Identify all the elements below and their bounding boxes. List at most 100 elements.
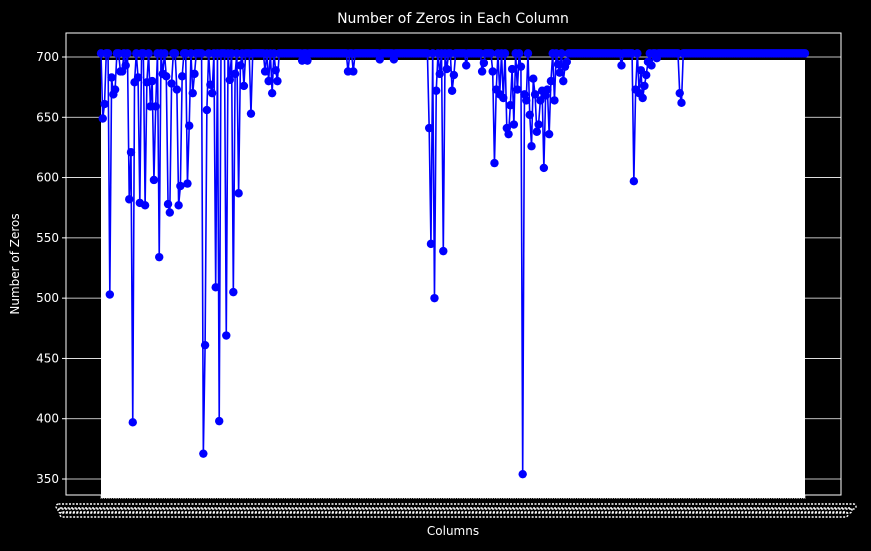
- data-point: [165, 208, 175, 217]
- data-point: [513, 85, 522, 94]
- data-point: [553, 60, 563, 69]
- data-point: [432, 86, 441, 95]
- data-point: [202, 105, 212, 115]
- data-point: [529, 74, 538, 83]
- data-point: [518, 469, 527, 479]
- data-point: [500, 49, 510, 58]
- data-point: [543, 85, 552, 94]
- data-point: [121, 61, 130, 70]
- y-axis-ticks: 350 400 450 500 550 600 650 700: [36, 50, 66, 486]
- data-point: [144, 49, 153, 58]
- data-point: [303, 56, 312, 65]
- data-point: [430, 293, 439, 303]
- x-axis-label: Columns: [427, 524, 479, 538]
- data-point: [167, 79, 176, 88]
- data-point: [525, 110, 534, 120]
- data-point: [488, 67, 497, 76]
- data-point: [126, 148, 136, 157]
- data-point: [110, 85, 120, 94]
- data-point: [105, 290, 115, 299]
- y-tick-label: 500: [36, 291, 59, 305]
- data-point: [236, 61, 245, 70]
- data-point: [239, 81, 249, 91]
- y-tick-label: 550: [36, 231, 59, 245]
- data-point: [155, 252, 164, 262]
- data-point: [642, 70, 651, 80]
- data-point: [486, 49, 496, 58]
- data-point: [177, 72, 187, 81]
- data-point: [504, 129, 513, 139]
- x-tick-labels-overlapped: [55, 503, 857, 510]
- data-point: [215, 416, 224, 426]
- data-point: [447, 86, 457, 95]
- data-point: [200, 340, 210, 350]
- y-axis-label: Number of Zeros: [8, 213, 22, 314]
- data-point: [199, 449, 208, 458]
- data-point: [638, 93, 647, 103]
- data-point: [477, 67, 487, 76]
- data-point: [424, 123, 434, 133]
- y-tick-label: 450: [36, 351, 59, 365]
- data-point: [100, 99, 109, 109]
- data-point: [170, 49, 180, 58]
- data-point: [439, 246, 448, 256]
- data-point: [640, 81, 649, 91]
- data-point: [140, 201, 150, 210]
- y-tick-label: 600: [36, 171, 59, 185]
- data-point: [514, 49, 524, 58]
- data-point: [246, 109, 256, 118]
- data-point: [225, 75, 235, 85]
- data-point: [675, 88, 684, 98]
- data-point: [123, 49, 132, 58]
- y-tick-label: 400: [36, 412, 59, 426]
- data-point: [271, 66, 280, 75]
- data-point: [174, 201, 183, 210]
- data-point: [532, 127, 542, 136]
- data-point: [534, 120, 543, 129]
- data-point: [160, 49, 169, 58]
- data-point: [633, 49, 642, 58]
- data-point: [499, 93, 508, 103]
- data-point: [260, 67, 270, 76]
- data-point: [462, 61, 471, 70]
- data-point: [149, 175, 159, 185]
- data-point: [234, 189, 243, 198]
- data-point: [151, 102, 160, 111]
- chart-title: Number of Zeros in Each Column: [337, 11, 569, 27]
- data-point: [162, 72, 171, 81]
- data-point: [544, 129, 554, 139]
- data-point: [107, 73, 116, 82]
- data-point: [98, 114, 107, 123]
- data-point: [800, 49, 810, 58]
- data-point: [163, 199, 173, 209]
- data-point: [185, 121, 194, 130]
- data-point: [183, 179, 192, 188]
- data-point: [677, 98, 686, 108]
- data-point: [264, 76, 273, 86]
- data-point: [206, 80, 215, 89]
- data-point: [442, 64, 452, 74]
- data-point: [172, 85, 182, 94]
- axes-frame: [65, 32, 842, 496]
- data-point: [509, 120, 519, 129]
- data-point: [230, 69, 240, 79]
- x-tick-labels-overlapped: [57, 507, 853, 514]
- data-point: [506, 101, 515, 110]
- data-point: [555, 68, 564, 77]
- data-point: [125, 195, 134, 204]
- data-point: [562, 57, 572, 67]
- data-point: [103, 49, 113, 58]
- data-point: [273, 76, 282, 86]
- data-point: [147, 76, 157, 86]
- data-point: [617, 61, 626, 70]
- data-point: [229, 287, 238, 297]
- data-point: [559, 76, 568, 86]
- data-point: [530, 90, 540, 99]
- data-point: [176, 181, 185, 191]
- data-point: [197, 49, 206, 58]
- data-point: [527, 142, 536, 151]
- data-point: [539, 163, 549, 173]
- data-point: [522, 96, 531, 105]
